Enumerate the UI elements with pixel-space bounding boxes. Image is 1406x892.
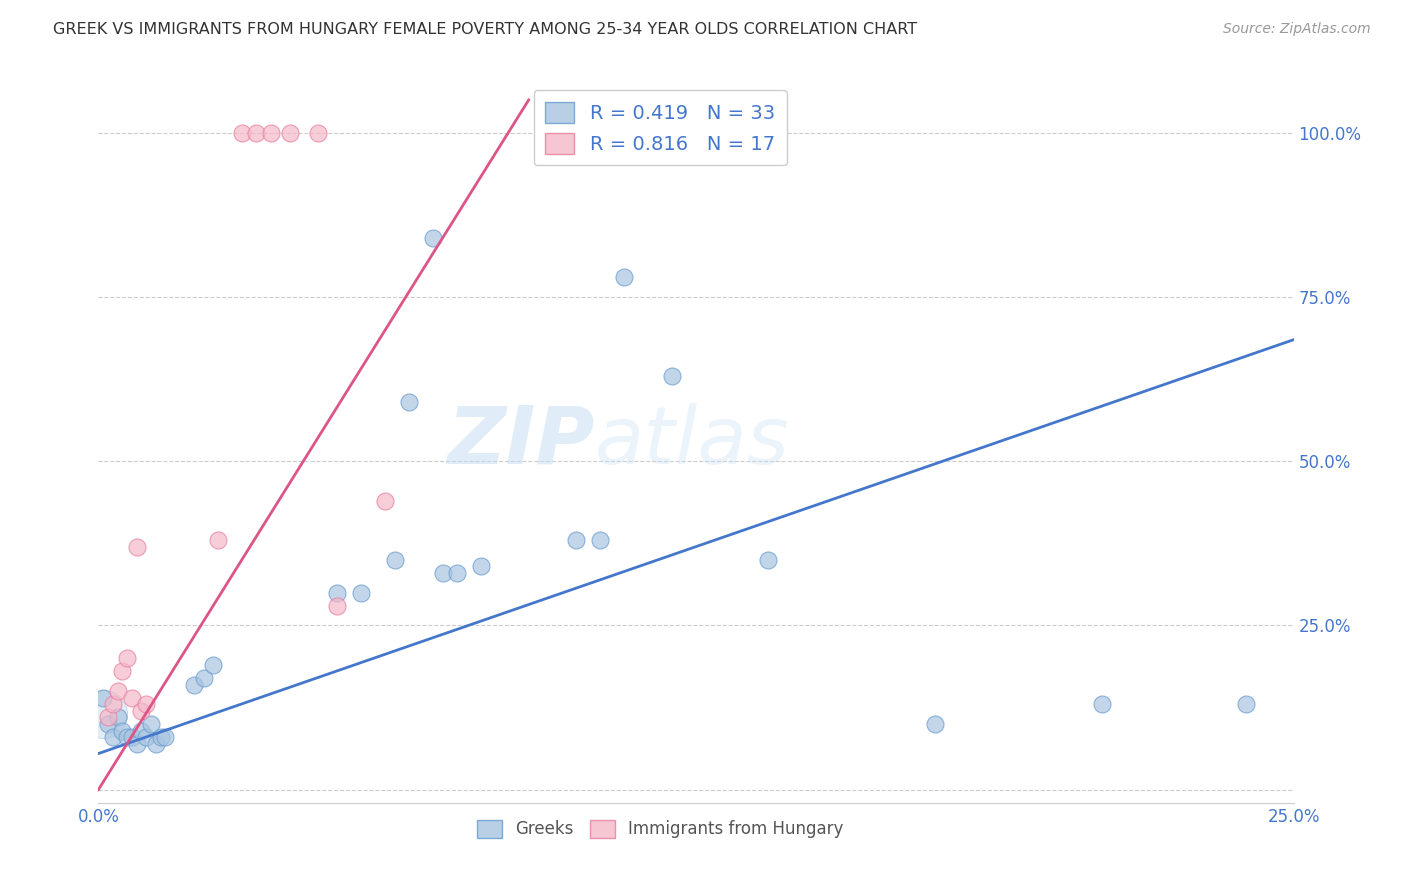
Point bbox=[101, 698, 124, 712]
Point bbox=[1091, 698, 1114, 712]
Point bbox=[115, 651, 138, 665]
Point bbox=[231, 126, 253, 140]
Point bbox=[107, 710, 129, 724]
Point bbox=[350, 585, 373, 599]
Point bbox=[470, 559, 492, 574]
Text: atlas: atlas bbox=[595, 402, 789, 481]
Point bbox=[97, 710, 120, 724]
Point bbox=[131, 723, 153, 738]
Point bbox=[924, 717, 946, 731]
Point bbox=[307, 126, 329, 140]
Point bbox=[111, 723, 134, 738]
Point bbox=[374, 493, 396, 508]
Point bbox=[91, 690, 114, 705]
Point bbox=[661, 368, 683, 383]
Point bbox=[107, 684, 129, 698]
Point bbox=[125, 737, 148, 751]
Point bbox=[115, 730, 138, 744]
Point bbox=[135, 730, 157, 744]
Point bbox=[245, 126, 267, 140]
Text: ZIP: ZIP bbox=[447, 402, 595, 481]
Point bbox=[446, 566, 468, 580]
Point bbox=[613, 270, 636, 285]
Point bbox=[326, 599, 349, 613]
Point bbox=[432, 566, 454, 580]
Point bbox=[111, 665, 134, 679]
Point bbox=[193, 671, 215, 685]
Point bbox=[149, 730, 172, 744]
Point bbox=[139, 717, 162, 731]
Point bbox=[1234, 698, 1257, 712]
Text: Source: ZipAtlas.com: Source: ZipAtlas.com bbox=[1223, 22, 1371, 37]
Point bbox=[145, 737, 167, 751]
Point bbox=[125, 540, 148, 554]
Point bbox=[384, 553, 406, 567]
Point bbox=[155, 730, 177, 744]
Point bbox=[183, 677, 205, 691]
Point bbox=[259, 126, 281, 140]
Point bbox=[398, 395, 420, 409]
Point bbox=[422, 231, 444, 245]
Point bbox=[97, 717, 120, 731]
Point bbox=[101, 730, 124, 744]
Legend: Greeks, Immigrants from Hungary: Greeks, Immigrants from Hungary bbox=[470, 813, 851, 845]
Point bbox=[202, 657, 225, 672]
Text: GREEK VS IMMIGRANTS FROM HUNGARY FEMALE POVERTY AMONG 25-34 YEAR OLDS CORRELATIO: GREEK VS IMMIGRANTS FROM HUNGARY FEMALE … bbox=[53, 22, 918, 37]
Point bbox=[91, 707, 114, 722]
Point bbox=[756, 553, 779, 567]
Point bbox=[121, 730, 143, 744]
Point bbox=[589, 533, 612, 547]
Point bbox=[278, 126, 301, 140]
Point bbox=[121, 690, 143, 705]
Point bbox=[131, 704, 153, 718]
Point bbox=[326, 585, 349, 599]
Point bbox=[565, 533, 588, 547]
Point bbox=[207, 533, 229, 547]
Point bbox=[135, 698, 157, 712]
